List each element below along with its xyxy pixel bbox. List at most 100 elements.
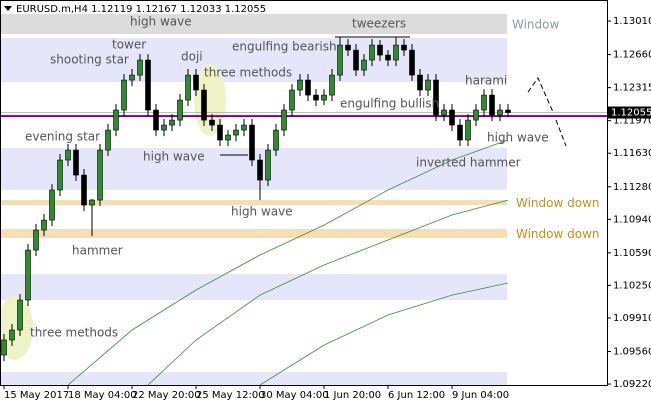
candle-body bbox=[481, 94, 487, 111]
y-tick-label: 1.11970 bbox=[613, 116, 651, 127]
candle-body bbox=[97, 149, 103, 201]
candle-body bbox=[281, 109, 287, 131]
menu-icon bbox=[4, 6, 12, 11]
candle-body bbox=[33, 229, 39, 251]
candle-body bbox=[377, 44, 383, 56]
highlight bbox=[0, 296, 33, 360]
high: 1.12167 bbox=[136, 4, 177, 15]
annotation: doji bbox=[181, 50, 203, 64]
candle-body bbox=[73, 149, 79, 176]
candle-body bbox=[465, 119, 471, 141]
candle-body bbox=[137, 59, 143, 76]
candle-body bbox=[1, 339, 7, 356]
candle-body bbox=[457, 124, 463, 141]
annotation: three methods bbox=[30, 326, 118, 340]
price-box bbox=[608, 106, 651, 119]
header: EURUSD.m,H4 1.12119 1.12167 1.12033 1.12… bbox=[4, 4, 266, 15]
annotation: high wave bbox=[231, 205, 293, 219]
candle-body bbox=[241, 124, 247, 131]
candle-body bbox=[185, 74, 191, 101]
x-tick-label: 30 May 04:00 bbox=[260, 390, 329, 401]
candle-body bbox=[353, 49, 359, 71]
x-tick-label: 25 May 12:00 bbox=[196, 390, 265, 401]
annotation: harami bbox=[465, 74, 507, 88]
candle-body bbox=[249, 124, 255, 161]
ma-line bbox=[147, 199, 509, 386]
candle-body bbox=[209, 119, 215, 126]
y-tick-label: 1.12660 bbox=[613, 50, 651, 61]
x-tick-label: 1 Jun 20:00 bbox=[324, 390, 381, 401]
x-tick-label: 22 May 20:00 bbox=[132, 390, 201, 401]
annotation: tower bbox=[112, 38, 146, 52]
x-tick-label: 18 May 04:00 bbox=[68, 390, 137, 401]
candle-body bbox=[473, 109, 479, 121]
candle-body bbox=[305, 79, 311, 96]
ma-line bbox=[67, 139, 509, 386]
zone bbox=[0, 274, 507, 301]
candle-body bbox=[225, 134, 231, 141]
annotation: high wave bbox=[130, 15, 192, 29]
x-tick-label: 9 Jun 04:00 bbox=[452, 390, 509, 401]
candle-body bbox=[153, 109, 159, 131]
y-tick-label: 1.10590 bbox=[613, 248, 651, 259]
annotation: shooting star bbox=[50, 53, 129, 67]
candle-body bbox=[385, 54, 391, 61]
candle-body bbox=[441, 109, 447, 116]
marks bbox=[0, 37, 607, 386]
candle-body bbox=[113, 109, 119, 131]
candle-body bbox=[41, 219, 47, 231]
x-tick-label: 15 May 2017 bbox=[4, 390, 69, 401]
annotation: high wave bbox=[143, 150, 205, 164]
y-tick-label: 1.13010 bbox=[613, 16, 651, 27]
ma-line bbox=[259, 282, 509, 386]
y-tick-label: 1.11280 bbox=[613, 182, 651, 193]
candle-body bbox=[25, 249, 31, 301]
y-tick-label: 1.10940 bbox=[613, 214, 651, 225]
candle-body bbox=[89, 199, 95, 206]
candle-body bbox=[201, 89, 207, 121]
annotation: engulfing bullish bbox=[340, 97, 439, 111]
candle-body bbox=[193, 74, 199, 91]
candle-body bbox=[329, 74, 335, 96]
y-tick-label: 1.10250 bbox=[613, 280, 651, 291]
candle-body bbox=[9, 329, 15, 341]
candle-body bbox=[337, 44, 343, 76]
annotation: high wave bbox=[487, 131, 549, 145]
candle-body bbox=[265, 149, 271, 181]
y-tick-label: 1.09220 bbox=[613, 379, 651, 390]
y-tick-label: 1.12315 bbox=[613, 83, 651, 94]
annotation: inverted hammer bbox=[416, 156, 521, 170]
candle-body bbox=[425, 79, 431, 91]
candle-body bbox=[313, 94, 319, 101]
annotation: three methods bbox=[204, 66, 292, 80]
y-tick-label: 1.09560 bbox=[613, 346, 651, 357]
x-tick-label: 6 Jun 12:00 bbox=[388, 390, 445, 401]
low: 1.12033 bbox=[180, 4, 221, 15]
candle-body bbox=[401, 44, 407, 51]
annotation: hammer bbox=[72, 244, 123, 258]
zone bbox=[0, 38, 507, 83]
candle-body bbox=[505, 109, 511, 113]
candle-body bbox=[369, 44, 375, 61]
candle-body bbox=[345, 44, 351, 51]
candle-body bbox=[297, 79, 303, 91]
candle-body bbox=[145, 59, 151, 111]
candle-body bbox=[169, 119, 175, 126]
candle-body bbox=[489, 94, 495, 116]
candle-body bbox=[361, 59, 367, 71]
open: 1.12119 bbox=[91, 4, 132, 15]
zone-label: Window down bbox=[516, 227, 600, 241]
candle-body bbox=[497, 109, 503, 116]
candle-body bbox=[449, 109, 455, 126]
close: 1.12055 bbox=[225, 4, 266, 15]
candle-body bbox=[433, 79, 439, 116]
projection bbox=[555, 119, 567, 147]
zone bbox=[0, 14, 507, 35]
candle-body bbox=[129, 74, 135, 81]
symbol: EURUSD.m,H4 bbox=[16, 4, 88, 15]
projection bbox=[527, 76, 554, 113]
candle-body bbox=[17, 299, 23, 331]
zone bbox=[0, 229, 507, 238]
plot-frame bbox=[0, 0, 608, 386]
